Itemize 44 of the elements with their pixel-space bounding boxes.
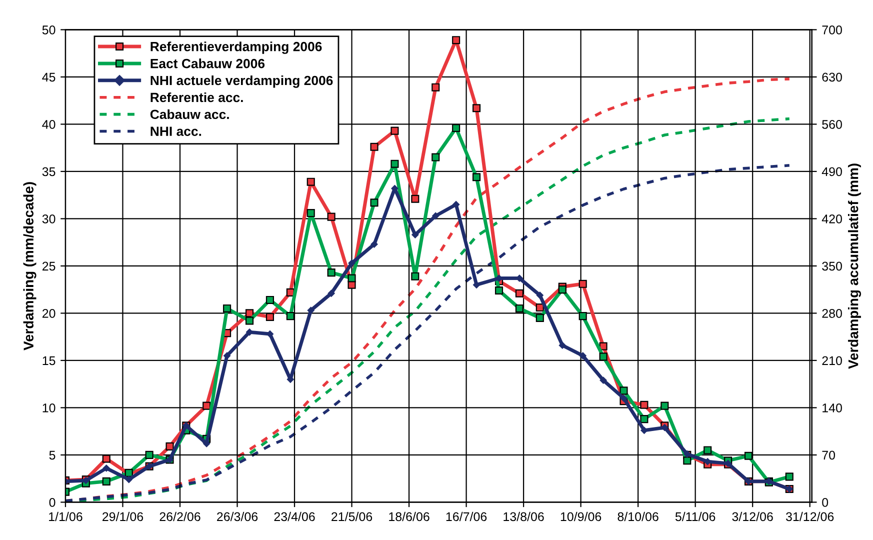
legend-label: Referentieverdamping 2006	[150, 42, 322, 54]
x-tick-label: 26/3/06	[217, 512, 258, 522]
y-tick-label: 40	[42, 120, 56, 129]
y-tick-label: 30	[42, 214, 56, 224]
y2-tick-label: 700	[822, 26, 842, 34]
x-tick-label: 5/11/06	[675, 512, 716, 522]
y-axis-title: Verdamping (mm/decade)	[23, 182, 36, 350]
x-tick-label: 13/8/06	[504, 512, 544, 522]
y2-tick-label: 140	[822, 404, 842, 412]
x-tick-label: 3/12/06	[732, 512, 773, 522]
y-tick-label: 25	[42, 262, 56, 271]
y-tick-label: 45	[42, 72, 56, 82]
x-tick-label: 21/5/06	[332, 512, 372, 522]
x-tick-label: 26/2/06	[160, 512, 200, 522]
y2-tick-label: 210	[822, 356, 842, 366]
legend-label: Referentie acc.	[150, 92, 243, 102]
legend-label: Cabauw acc.	[150, 109, 229, 120]
y-tick-label: 10	[42, 404, 56, 412]
x-tick-label: 10/9/06	[560, 512, 602, 522]
y-tick-label: 0	[49, 498, 56, 507]
x-tick-label: 23/4/06	[274, 512, 315, 522]
y2-tick-label: 630	[822, 72, 842, 82]
legend-label: NHI acc.	[150, 126, 202, 136]
x-tick-label: 29/1/06	[102, 512, 144, 522]
legend-label: NHI actuele verdamping 2006	[150, 75, 333, 88]
y-tick-label: 15	[42, 356, 56, 366]
y2-tick-label: 420	[822, 214, 842, 224]
y-tick-label: 50	[42, 26, 56, 34]
y2-tick-label: 280	[822, 309, 842, 318]
y-tick-label: 5	[49, 450, 56, 460]
x-tick-label: 8/10/06	[618, 512, 658, 522]
x-tick-label: 18/6/06	[389, 512, 430, 522]
y2-tick-label: 350	[822, 262, 842, 271]
x-tick-label: 1/1/06	[49, 512, 82, 522]
y2-axis-title: Verdamping accumulatief (mm)	[848, 164, 862, 369]
y2-tick-label: 490	[822, 167, 842, 176]
x-tick-label: 31/12/06	[786, 512, 834, 522]
x-tick-label: 16/7/06	[446, 512, 487, 522]
y2-tick-label: 560	[822, 120, 842, 129]
legend-label: Eact Cabauw 2006	[150, 58, 265, 68]
y2-tick-label: 70	[822, 450, 836, 460]
y2-tick-label: 0	[822, 498, 828, 507]
y-tick-label: 20	[42, 309, 56, 318]
y-tick-label: 35	[42, 167, 56, 176]
